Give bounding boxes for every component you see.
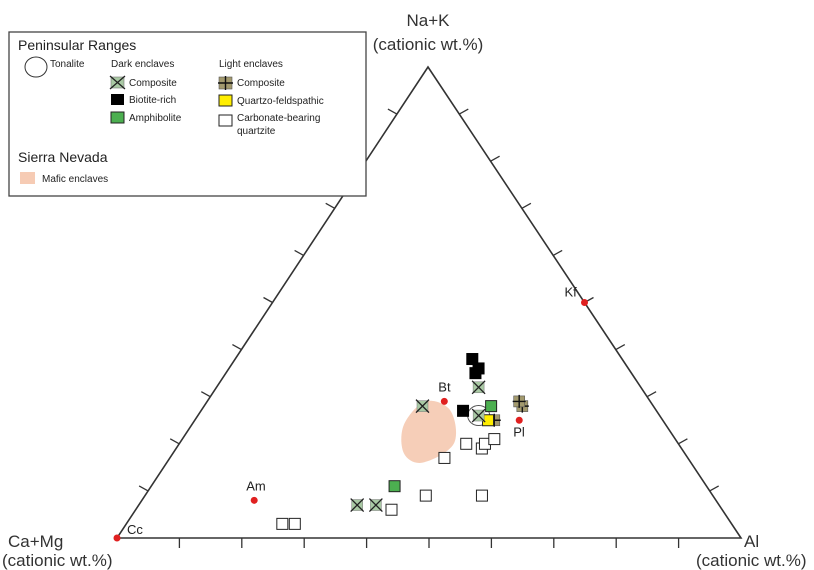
carbonate-quartzite-point bbox=[288, 517, 301, 530]
legend-quartzo-label: Quartzo-feldspathic bbox=[237, 96, 324, 107]
carbonate-quartzite-point bbox=[276, 517, 289, 530]
mineral-label-cc: Cc bbox=[127, 522, 143, 537]
legend-dark-title: Dark enclaves bbox=[111, 59, 174, 70]
dark-composite-x bbox=[471, 380, 486, 395]
light-composite-point bbox=[512, 394, 526, 408]
apex-top-name: Na+K bbox=[407, 11, 451, 30]
carbonate-quartzite-point bbox=[438, 451, 451, 464]
legend-light-title: Light enclaves bbox=[219, 59, 283, 70]
mineral-point-kf bbox=[581, 299, 588, 306]
mafic-field-area bbox=[401, 400, 457, 463]
legend-mafic-label: Mafic enclaves bbox=[42, 174, 108, 185]
legend-carbonate-label: Carbonate-bearing bbox=[237, 113, 320, 124]
tick-right bbox=[709, 485, 720, 492]
legend-carbonate-symbol bbox=[218, 114, 233, 127]
apex-right-unit: (cationic wt.%) bbox=[696, 551, 807, 570]
apex-top-unit: (cationic wt.%) bbox=[373, 35, 484, 54]
dark-composite-x bbox=[350, 498, 365, 512]
tick-right bbox=[521, 202, 532, 209]
mafic-enclave-field bbox=[401, 400, 457, 463]
amphibolite-point bbox=[388, 480, 401, 493]
tick-left bbox=[138, 485, 149, 492]
axis-ticks bbox=[138, 108, 720, 548]
amphibolite-point bbox=[485, 400, 498, 413]
tick-left bbox=[232, 344, 242, 351]
dark-composite-point bbox=[368, 498, 383, 512]
mineral-points: Cc Am Bt Pl Kf bbox=[113, 285, 588, 542]
carbonate-quartzite-point bbox=[475, 489, 488, 502]
legend-biotite-label: Biotite-rich bbox=[129, 95, 176, 106]
dark-composite-point bbox=[471, 380, 486, 395]
legend-mafic-symbol bbox=[20, 172, 35, 184]
carbonate-quartzite-point bbox=[488, 433, 501, 446]
legend-amphibolite-label: Amphibolite bbox=[129, 113, 182, 124]
dark-composite-point bbox=[350, 498, 365, 512]
legend-frame bbox=[8, 31, 367, 197]
mineral-label-pl: Pl bbox=[513, 424, 525, 439]
data-points bbox=[276, 353, 529, 530]
legend-amphibolite-symbol bbox=[110, 111, 125, 124]
mineral-point-am bbox=[250, 496, 258, 504]
dark-composite-x bbox=[415, 399, 430, 414]
biotite-rich-point bbox=[466, 353, 479, 366]
legend-carbonate-label-2: quartzite bbox=[237, 126, 276, 137]
mineral-label-am: Am bbox=[246, 478, 266, 493]
apex-right-name: Al bbox=[744, 532, 759, 551]
mineral-label-kf: Kf bbox=[565, 285, 578, 300]
legend-tonalite-label: Tonalite bbox=[50, 59, 85, 70]
mineral-point-pl bbox=[515, 416, 523, 424]
tick-right bbox=[458, 108, 469, 115]
tick-right bbox=[490, 155, 500, 162]
apex-left-name: Ca+Mg bbox=[8, 532, 63, 551]
legend-group1-title: Peninsular Ranges bbox=[18, 37, 136, 53]
legend-quartzo-symbol bbox=[218, 94, 233, 107]
carbonate-quartzite-point bbox=[419, 489, 432, 502]
legend-light-composite-symbol bbox=[218, 76, 233, 90]
biotite-rich-point bbox=[469, 367, 482, 380]
legend: Peninsular Ranges Tonalite Dark enclaves… bbox=[8, 31, 367, 197]
mineral-point-cc bbox=[113, 534, 121, 542]
tick-left bbox=[387, 108, 398, 115]
carbonate-quartzite-point bbox=[460, 437, 473, 450]
dark-composite-x bbox=[471, 408, 486, 423]
legend-group2-title: Sierra Nevada bbox=[18, 149, 108, 165]
legend-biotite-symbol bbox=[111, 94, 124, 105]
tick-left bbox=[294, 249, 304, 256]
tick-right bbox=[646, 391, 657, 398]
biotite-rich-point bbox=[457, 404, 470, 417]
tick-left bbox=[263, 296, 273, 304]
mineral-point-bt bbox=[440, 397, 448, 405]
legend-dark-composite-symbol bbox=[109, 75, 126, 90]
dark-composite-point bbox=[415, 399, 430, 414]
tick-right bbox=[615, 344, 626, 351]
dark-composite-point bbox=[471, 408, 486, 423]
mineral-label-bt: Bt bbox=[438, 379, 451, 394]
apex-left-unit: (cationic wt.%) bbox=[2, 551, 113, 570]
tonalite-legend-symbol bbox=[24, 56, 48, 78]
tick-right bbox=[552, 249, 563, 256]
tick-right bbox=[678, 438, 688, 445]
carbonate-quartzite-point bbox=[385, 503, 398, 516]
light-composite-cross bbox=[512, 394, 526, 408]
tick-left bbox=[200, 391, 211, 398]
tick-left bbox=[325, 202, 336, 209]
tick-left bbox=[169, 438, 180, 445]
legend-dark-composite-label: Composite bbox=[129, 78, 177, 89]
dark-composite-x bbox=[368, 498, 383, 512]
legend-light-composite-label: Composite bbox=[237, 78, 285, 89]
